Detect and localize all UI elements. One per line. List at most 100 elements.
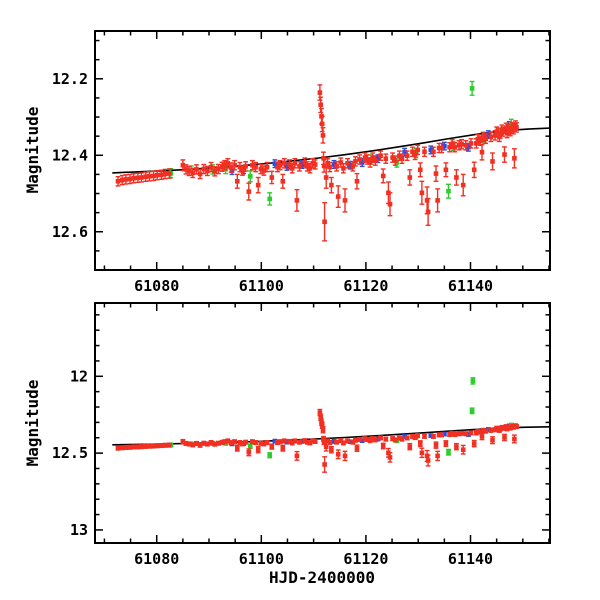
marker-square bbox=[483, 136, 488, 142]
data-point bbox=[397, 150, 402, 162]
marker-square bbox=[383, 156, 389, 161]
data-point bbox=[312, 159, 318, 170]
marker-square bbox=[418, 167, 423, 173]
marker-square bbox=[422, 149, 427, 155]
marker-square bbox=[415, 433, 420, 438]
marker-square bbox=[240, 441, 245, 447]
marker-square bbox=[463, 143, 469, 148]
data-point bbox=[383, 153, 389, 165]
y-tick-label: 13 bbox=[70, 521, 88, 539]
marker-square bbox=[261, 441, 267, 447]
marker-square bbox=[327, 440, 333, 445]
marker-square bbox=[243, 164, 248, 169]
marker-square bbox=[208, 440, 214, 445]
marker-square bbox=[353, 437, 358, 443]
marker-square bbox=[424, 453, 430, 459]
data-point bbox=[310, 157, 315, 169]
marker-square bbox=[443, 167, 449, 173]
data-point bbox=[399, 153, 405, 165]
marker-square bbox=[310, 161, 315, 166]
marker-square bbox=[250, 162, 255, 168]
x-tick-label: 61100 bbox=[239, 277, 284, 295]
marker-square bbox=[151, 443, 156, 449]
marker-square bbox=[235, 445, 240, 451]
marker-square bbox=[307, 440, 313, 446]
marker-square bbox=[219, 440, 225, 445]
marker-square bbox=[392, 437, 398, 443]
marker-square bbox=[480, 428, 486, 433]
data-point bbox=[280, 444, 286, 452]
marker-square bbox=[119, 445, 125, 450]
marker-square bbox=[222, 162, 227, 168]
marker-square bbox=[442, 431, 447, 437]
data-point bbox=[269, 170, 275, 185]
data-point bbox=[272, 159, 278, 169]
marker-square bbox=[325, 161, 330, 166]
marker-square bbox=[322, 462, 327, 467]
marker-square bbox=[302, 160, 307, 165]
marker-square bbox=[310, 438, 315, 444]
marker-square bbox=[354, 445, 360, 451]
x-tick-label: 61140 bbox=[448, 550, 493, 568]
data-point bbox=[454, 442, 459, 451]
marker-square bbox=[439, 145, 444, 151]
marker-square bbox=[292, 438, 298, 444]
marker-square bbox=[320, 427, 326, 433]
marker-square bbox=[289, 440, 295, 446]
marker-square bbox=[243, 439, 248, 445]
marker-square bbox=[365, 437, 370, 442]
marker-square bbox=[471, 12, 476, 17]
data-point bbox=[243, 439, 248, 445]
marker-square bbox=[197, 443, 203, 448]
marker-square bbox=[446, 188, 451, 194]
data-point bbox=[327, 440, 333, 446]
data-point bbox=[246, 182, 252, 201]
data-point bbox=[338, 438, 344, 444]
marker-square bbox=[302, 438, 307, 443]
marker-square bbox=[488, 134, 494, 140]
marker-square bbox=[480, 134, 486, 140]
marker-square bbox=[225, 161, 231, 166]
data-point bbox=[483, 133, 489, 145]
marker-square bbox=[327, 164, 333, 170]
marker-square bbox=[212, 441, 218, 447]
data-point bbox=[378, 150, 383, 162]
data-point bbox=[162, 442, 168, 448]
marker-square bbox=[375, 156, 381, 161]
marker-square bbox=[483, 428, 488, 434]
marker-square bbox=[357, 157, 362, 162]
marker-square bbox=[135, 175, 141, 181]
marker-square bbox=[442, 143, 447, 149]
marker-square bbox=[350, 439, 356, 445]
marker-square bbox=[447, 144, 452, 150]
marker-square bbox=[269, 175, 275, 180]
data-point bbox=[292, 157, 298, 169]
marker-square bbox=[428, 147, 434, 153]
data-point bbox=[307, 162, 313, 174]
data-point bbox=[342, 188, 348, 213]
data-point bbox=[415, 433, 421, 439]
marker-square bbox=[269, 444, 275, 449]
data-point bbox=[208, 161, 214, 173]
data-point bbox=[345, 157, 350, 169]
data-point bbox=[353, 156, 358, 167]
marker-square bbox=[277, 162, 283, 168]
marker-square bbox=[347, 162, 353, 168]
marker-square bbox=[475, 429, 481, 434]
data-point bbox=[320, 126, 326, 144]
data-point bbox=[463, 139, 469, 151]
marker-square bbox=[479, 149, 485, 155]
marker-square bbox=[186, 168, 192, 174]
data-point bbox=[115, 175, 121, 187]
x-tick-label: 61080 bbox=[134, 277, 179, 295]
marker-square bbox=[162, 443, 168, 448]
data-point bbox=[422, 433, 427, 439]
marker-square bbox=[284, 439, 290, 445]
marker-square bbox=[486, 427, 491, 432]
data-point bbox=[280, 173, 286, 189]
data-point bbox=[123, 174, 129, 185]
marker-square bbox=[449, 141, 455, 147]
data-point bbox=[166, 168, 172, 179]
marker-square bbox=[463, 431, 469, 437]
data-point bbox=[234, 173, 240, 189]
